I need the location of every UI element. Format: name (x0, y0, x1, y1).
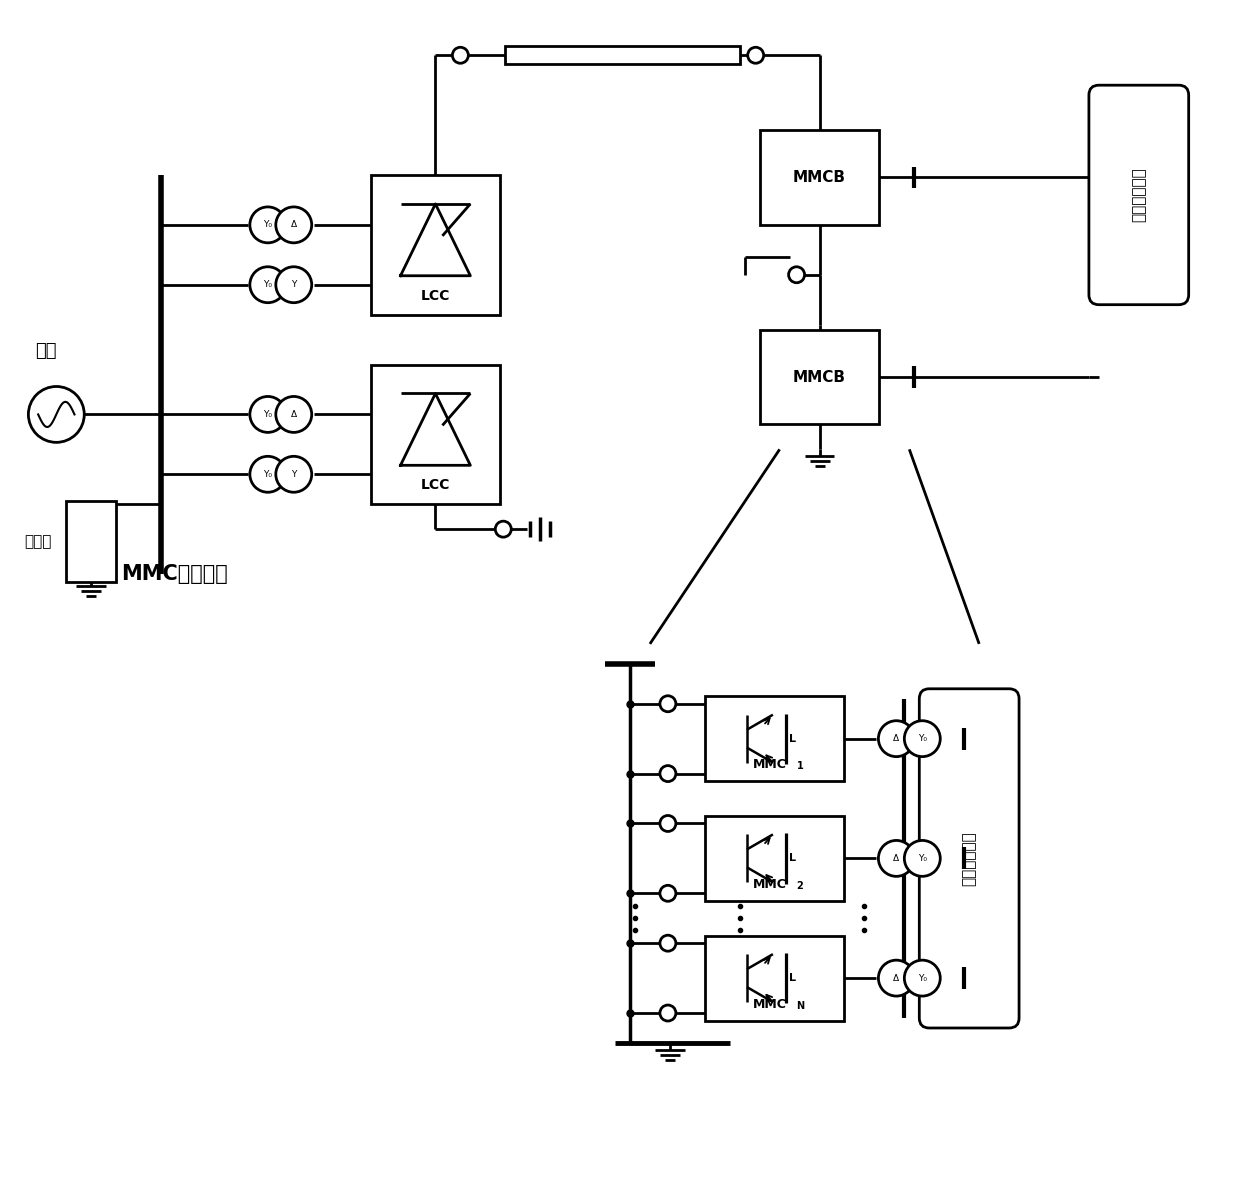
Bar (760, 330, 879, 424)
Circle shape (660, 816, 676, 831)
Bar (505, 47, 740, 64)
Bar (704, 816, 844, 900)
Polygon shape (401, 204, 470, 276)
Circle shape (275, 456, 311, 492)
Text: Y₀: Y₀ (263, 221, 273, 229)
Text: MMCB: MMCB (794, 170, 846, 185)
Text: 滤波器: 滤波器 (24, 534, 51, 549)
Circle shape (250, 207, 285, 242)
Text: L: L (790, 733, 796, 744)
Circle shape (275, 266, 311, 303)
Circle shape (275, 396, 311, 432)
Circle shape (904, 721, 940, 757)
Text: Y: Y (291, 469, 296, 479)
Circle shape (878, 841, 914, 876)
Polygon shape (401, 394, 470, 466)
Bar (371, 176, 500, 315)
Bar (704, 936, 844, 1021)
FancyBboxPatch shape (1089, 85, 1189, 304)
Text: Δ: Δ (893, 734, 899, 743)
Text: 受端交流系统: 受端交流系统 (1131, 167, 1146, 222)
Bar (760, 130, 879, 224)
Circle shape (29, 387, 84, 442)
Circle shape (789, 266, 805, 283)
Text: Δ: Δ (893, 854, 899, 863)
Circle shape (250, 396, 285, 432)
Text: 送端: 送端 (36, 341, 57, 359)
Circle shape (250, 456, 285, 492)
Text: Y₀: Y₀ (918, 734, 926, 743)
Text: LCC: LCC (420, 479, 450, 492)
Bar (371, 364, 500, 504)
Circle shape (748, 48, 764, 63)
Text: MMCB: MMCB (794, 369, 846, 384)
Text: Y₀: Y₀ (918, 854, 926, 863)
Circle shape (660, 885, 676, 901)
Text: LCC: LCC (420, 289, 450, 303)
Text: 1: 1 (796, 761, 804, 771)
Circle shape (660, 696, 676, 712)
Text: Y₀: Y₀ (263, 410, 273, 419)
Bar (66, 501, 117, 581)
Circle shape (453, 48, 469, 63)
Circle shape (495, 521, 511, 537)
Text: 受端交流系统: 受端交流系统 (962, 831, 977, 886)
Circle shape (878, 721, 914, 757)
Circle shape (275, 207, 311, 242)
Circle shape (878, 960, 914, 996)
Text: Y₀: Y₀ (918, 973, 926, 983)
Circle shape (904, 960, 940, 996)
Text: Δ: Δ (290, 410, 296, 419)
Text: MMC: MMC (753, 758, 786, 771)
Bar (704, 696, 844, 781)
Circle shape (660, 935, 676, 952)
Circle shape (904, 841, 940, 876)
Circle shape (660, 765, 676, 782)
Text: Δ: Δ (290, 221, 296, 229)
Circle shape (250, 266, 285, 303)
Text: Y₀: Y₀ (263, 281, 273, 289)
Text: Δ: Δ (893, 973, 899, 983)
Text: Y: Y (291, 281, 296, 289)
Text: N: N (796, 1001, 805, 1010)
Text: MMC: MMC (753, 997, 786, 1010)
Text: Y₀: Y₀ (263, 469, 273, 479)
Circle shape (660, 1005, 676, 1021)
Text: L: L (790, 973, 796, 983)
Text: L: L (790, 854, 796, 863)
Text: 2: 2 (796, 881, 804, 891)
FancyBboxPatch shape (919, 689, 1019, 1028)
Text: MMC并联方式: MMC并联方式 (122, 564, 228, 584)
Text: MMC: MMC (753, 878, 786, 891)
